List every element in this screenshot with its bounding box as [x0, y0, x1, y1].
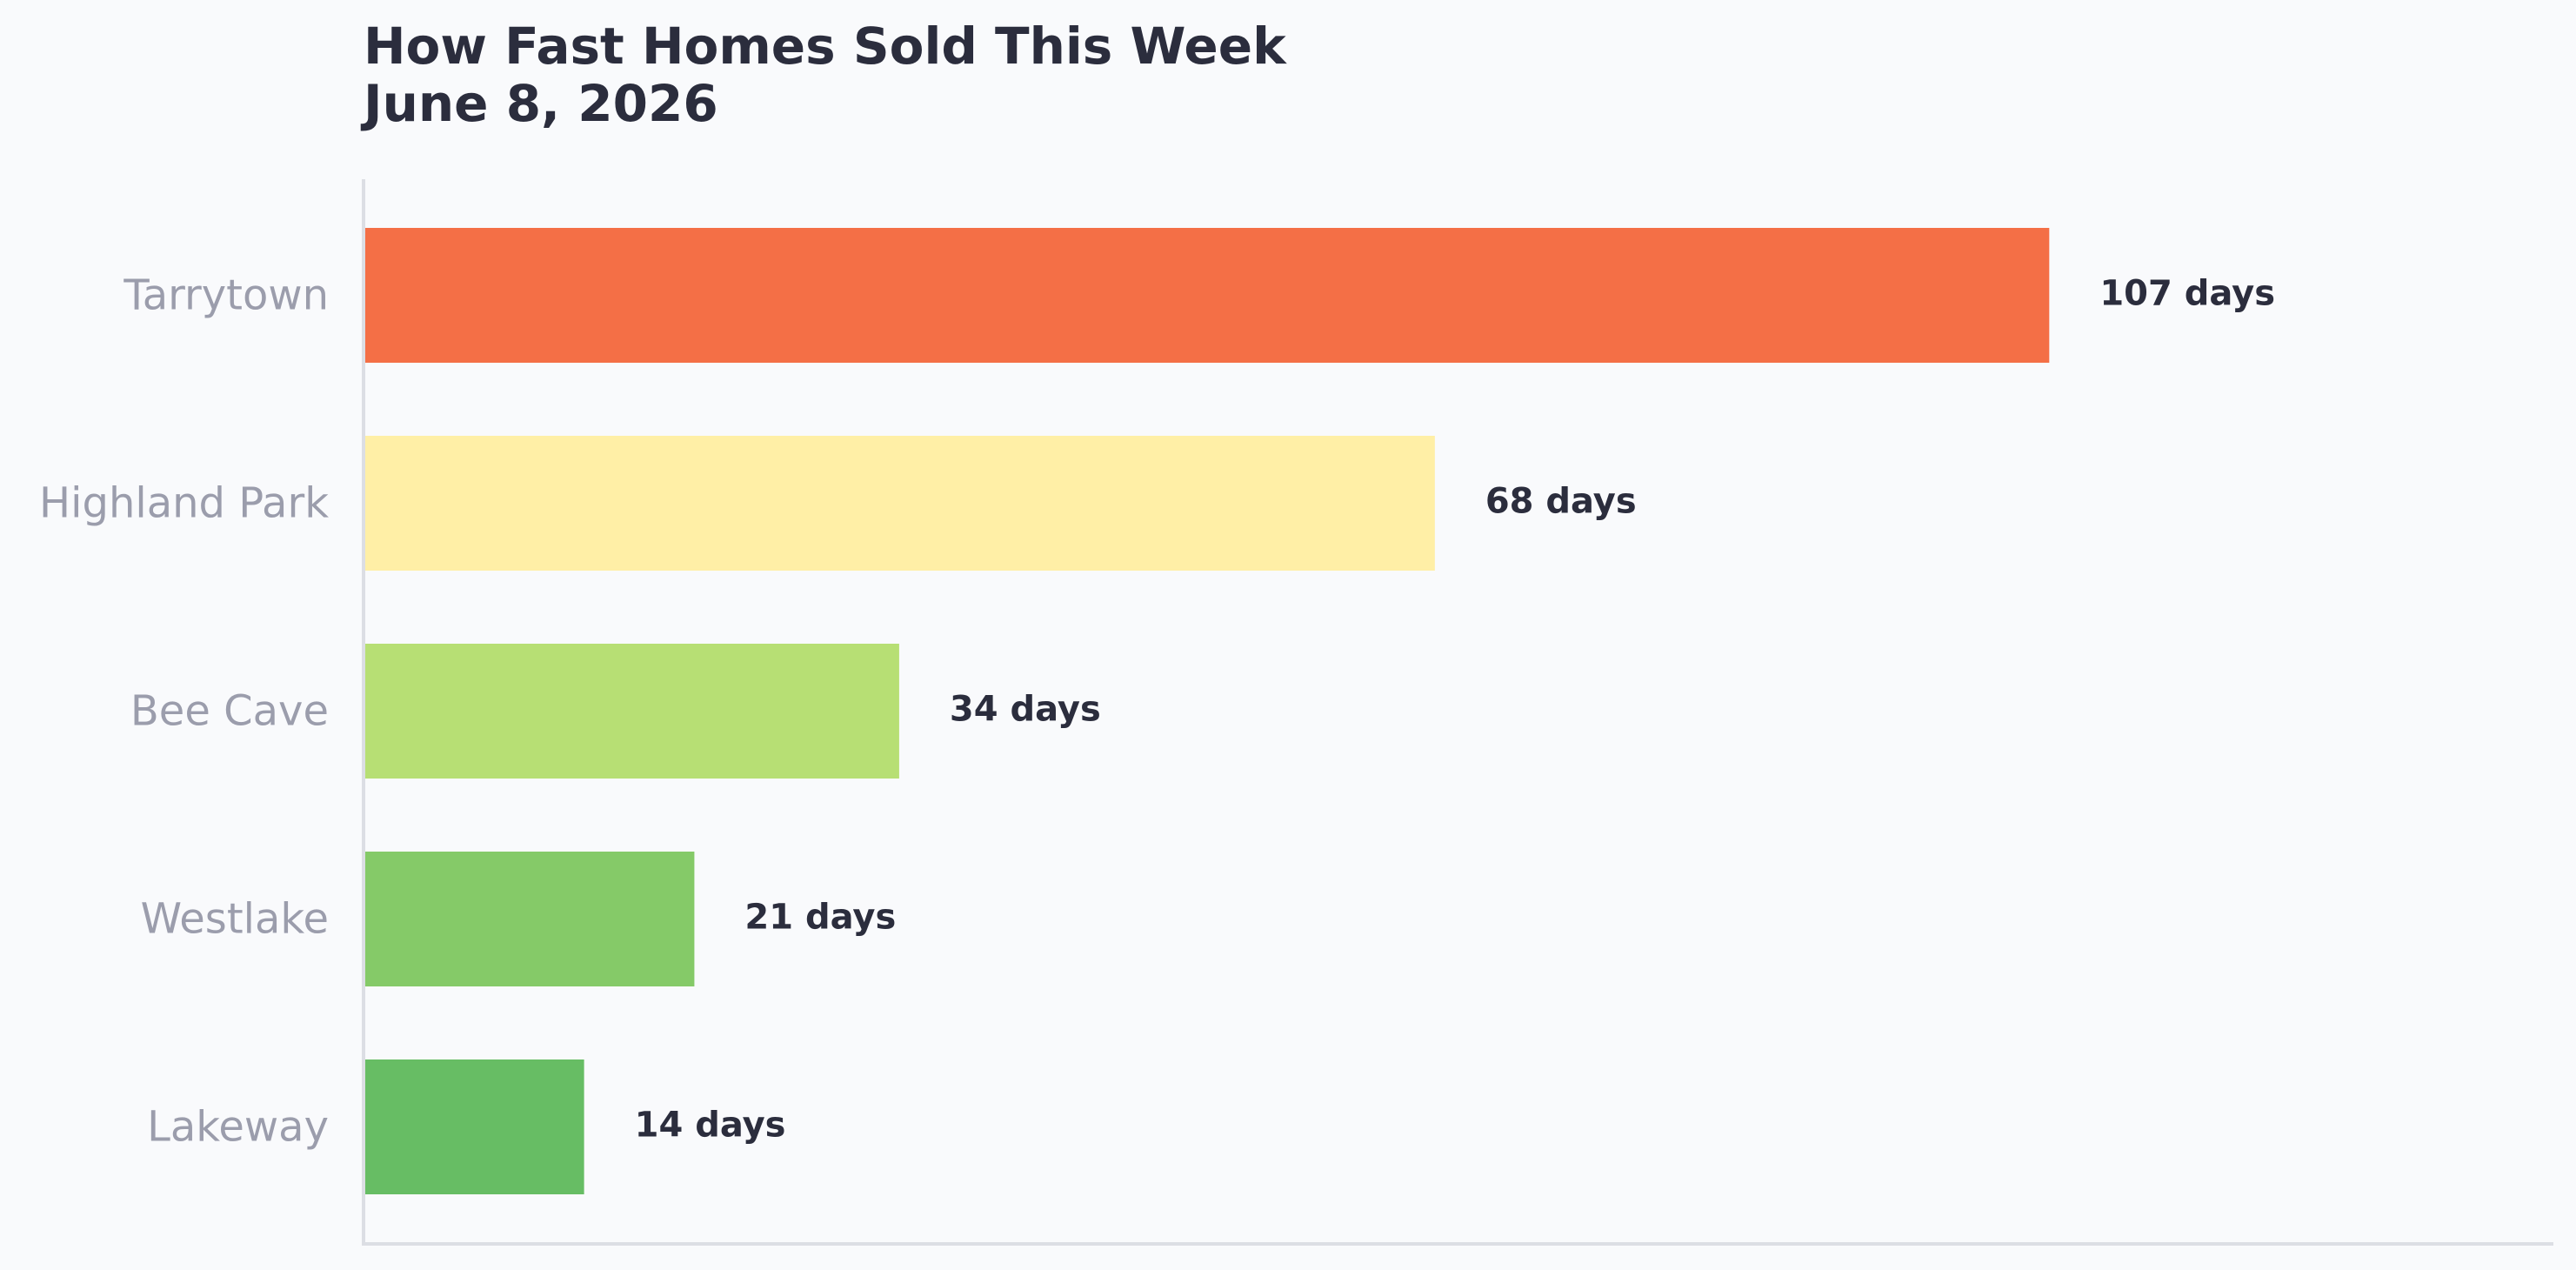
- category-label-lakeway: Lakeway: [147, 1103, 329, 1152]
- category-label-tarrytown: Tarrytown: [123, 271, 329, 320]
- bars-group: Tarrytown 107 days Highland Park 68 days Bee…: [39, 228, 2275, 1194]
- value-label-tarrytown: 107 days: [2099, 274, 2275, 314]
- bar-westlake: [364, 852, 695, 986]
- value-label-lakeway: 14 days: [635, 1106, 786, 1146]
- chart-title: How Fast Homes Sold This Week June 8, 20…: [364, 17, 1286, 133]
- bar-bee-cave: [364, 644, 899, 779]
- bar-tarrytown: [364, 228, 2050, 363]
- value-label-westlake: 21 days: [744, 898, 896, 938]
- value-label-bee-cave: 34 days: [950, 690, 1101, 730]
- bar-highland-park: [364, 436, 1435, 571]
- category-label-bee-cave: Bee Cave: [130, 687, 329, 736]
- value-label-highland-park: 68 days: [1485, 482, 1637, 522]
- category-label-highland-park: Highland Park: [39, 479, 329, 528]
- bar-lakeway: [364, 1059, 584, 1194]
- category-label-westlake: Westlake: [141, 895, 329, 944]
